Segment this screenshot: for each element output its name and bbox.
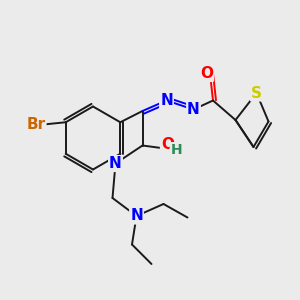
Text: O: O [161, 137, 174, 152]
Text: S: S [251, 85, 262, 100]
Text: O: O [200, 66, 213, 81]
Text: H: H [171, 143, 182, 157]
Text: N: N [109, 156, 122, 171]
Text: N: N [187, 102, 200, 117]
Text: Br: Br [26, 117, 46, 132]
Text: N: N [160, 93, 173, 108]
Text: N: N [130, 208, 143, 224]
